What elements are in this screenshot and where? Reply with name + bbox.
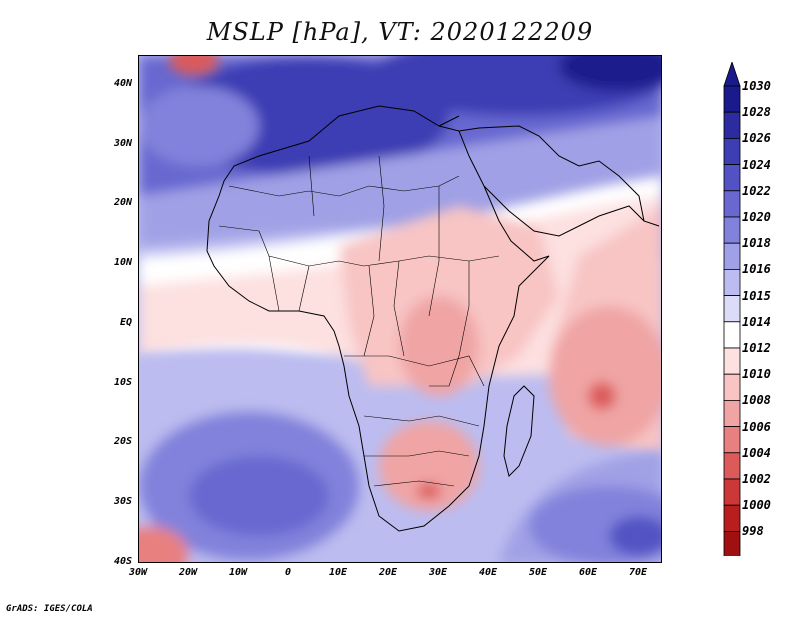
colorbar-label: 1006 [742, 419, 771, 434]
x-label-0: 0 [284, 567, 292, 578]
footer-credit: GrADS: IGES/COLA [6, 604, 93, 614]
x-label-40e: 40E [478, 567, 498, 578]
colorbar-label: 1024 [742, 157, 771, 172]
colorbar-label: 1028 [742, 105, 771, 120]
colorbar-label: 1020 [742, 210, 771, 224]
y-label-20s: 20S [113, 436, 132, 447]
x-label-60e: 60E [578, 567, 598, 578]
x-label-20w: 20W [178, 567, 198, 578]
colorbar-cell [723, 530, 741, 556]
colorbar-cell [723, 268, 741, 296]
colorbar-cell [723, 426, 741, 454]
colorbar-cell [723, 452, 741, 480]
colorbar-label: 998 [742, 524, 764, 539]
x-label-10w: 10W [228, 567, 248, 578]
y-label-10s: 10S [113, 377, 132, 388]
colorbar-cell [723, 164, 741, 192]
colorbar-cell [723, 373, 741, 401]
colorbar-cell [723, 347, 741, 375]
x-label-30w: 30W [128, 567, 148, 578]
x-label-50e: 50E [528, 567, 548, 578]
colorbar-label: 1022 [742, 183, 771, 198]
colorbar-cell [723, 399, 741, 427]
colorbar-cell [723, 295, 741, 323]
colorbar [723, 62, 741, 556]
country-borders [218, 155, 500, 487]
colorbar-cell [723, 216, 741, 244]
map-title: MSLP [hPa], VT: 2020122209 [206, 18, 594, 46]
colorbar-label: 1010 [742, 367, 771, 382]
colorbar-label: 1004 [742, 445, 771, 460]
colorbar-cell [723, 321, 741, 349]
coastlines [206, 105, 660, 532]
y-label-30n: 30N [113, 138, 132, 149]
colorbar-label: 1000 [742, 498, 771, 513]
colorbar-label: 1016 [742, 262, 771, 277]
y-label-10n: 10N [113, 257, 132, 268]
colorbar-label: 1014 [742, 314, 771, 329]
pressure-map [138, 55, 662, 563]
colorbar-cell [723, 138, 741, 166]
colorbar-label: 1002 [742, 472, 771, 486]
y-label-40n: 40N [113, 78, 132, 89]
colorbar-label: 1018 [742, 236, 771, 251]
x-label-30e: 30E [428, 567, 448, 578]
y-label-20n: 20N [113, 197, 132, 208]
colorbar-label: 1012 [742, 341, 771, 355]
pressure-field-south [139, 56, 661, 562]
colorbar-label: 1030 [742, 79, 771, 93]
colorbar-cell [723, 242, 741, 270]
colorbar-cell [723, 190, 741, 218]
y-label-eq: EQ [119, 317, 132, 328]
colorbar-top-arrow [723, 62, 741, 87]
colorbar-cell [723, 85, 741, 113]
colorbar-label: 1008 [742, 393, 771, 408]
x-label-10e: 10E [328, 567, 348, 578]
colorbar-label: 1026 [742, 131, 771, 146]
colorbar-label: 1015 [742, 288, 771, 303]
x-label-20e: 20E [378, 567, 398, 578]
x-label-70e: 70E [628, 567, 648, 578]
y-label-30s: 30S [113, 496, 132, 507]
y-label-40s: 40S [113, 556, 132, 567]
colorbar-cell [723, 111, 741, 139]
colorbar-cell [723, 504, 741, 532]
colorbar-cell [723, 478, 741, 506]
